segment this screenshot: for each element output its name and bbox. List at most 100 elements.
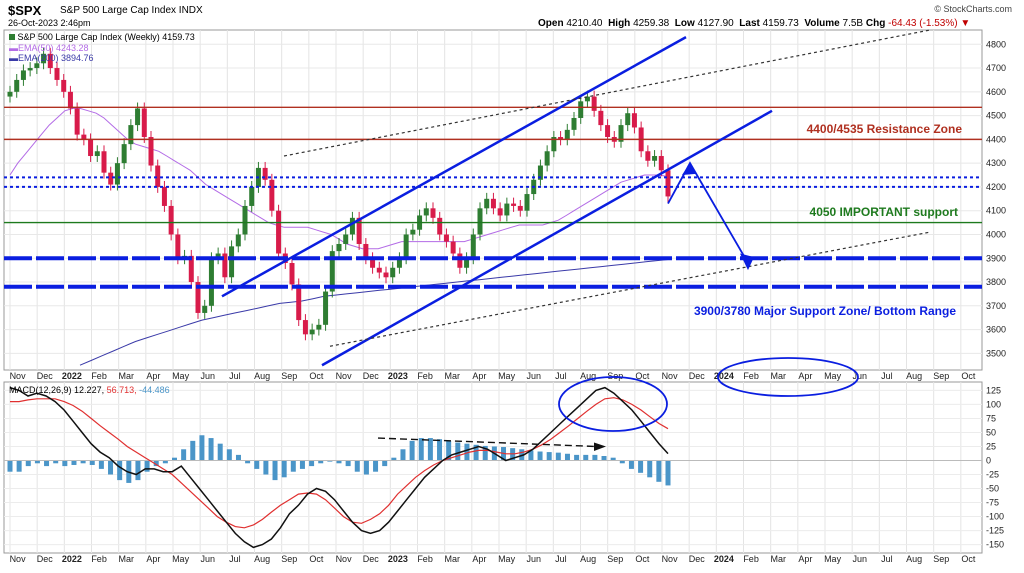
macd-histogram-bar [117,460,123,481]
x-tick-label: Dec [363,554,380,564]
macd-histogram-bar [628,460,634,469]
x-tick-label: Nov [10,554,27,564]
y-tick-label: 4700 [986,63,1006,73]
ema200-legend: ▬EMA(200) 3894.76 [9,53,94,63]
macd-histogram-bar [336,460,342,464]
y-tick-label: 4800 [986,39,1006,49]
candle-body [81,134,87,140]
x-tick-label: Jul [881,554,893,564]
y-tick-label: 3900 [986,253,1006,263]
candle-body [517,205,523,211]
macd-histogram-bar [254,460,260,469]
price-legend: S&P 500 Large Cap Index (Weekly) 4159.73 [9,32,195,42]
ema50-legend: ▬EMA(50) 4243.28 [9,43,89,53]
x-tick-label: Nov [662,554,679,564]
candle-body [121,144,127,164]
macd-y-tick-label: 75 [986,413,996,423]
candle-body [625,113,631,126]
macd-histogram-bar [62,460,68,467]
x-tick-label: Oct [635,554,650,564]
x-tick-label: Jun [852,371,867,381]
macd-y-tick-label: -25 [986,470,999,480]
x-tick-label: May [824,554,842,564]
candle-body [605,125,611,137]
candle-body [504,203,510,216]
lower-channel-line [321,109,773,367]
candle-body [47,53,53,69]
candle-body [276,210,282,254]
macd-histogram-bar [80,460,86,464]
x-tick-label: Aug [580,371,596,381]
x-tick-label: Jul [229,371,241,381]
x-tick-label: Jun [852,554,867,564]
macd-histogram-bar [473,444,479,461]
candle-body [383,272,389,278]
candle-body [578,101,584,118]
x-tick-label: Aug [906,371,922,381]
index-name: S&P 500 Large Cap Index INDX [60,5,203,16]
candle-body [215,253,221,259]
macd-histogram-bar [583,454,589,461]
candle-body [14,79,20,92]
macd-histogram-bar [108,460,114,475]
ema50-legend-text: EMA(50) 4243.28 [18,43,89,53]
candle-body [403,234,409,259]
x-tick-label: Sep [933,554,949,564]
x-tick-label: Mar [445,371,461,381]
candle-body [390,267,396,278]
x-tick-label: Sep [933,371,949,381]
macd-histogram-bar [482,445,488,461]
macd-y-tick-label: -125 [986,526,1004,536]
x-tick-label: Mar [119,371,135,381]
candle-body [141,108,147,137]
y-tick-label: 4100 [986,206,1006,216]
x-tick-label: Apr [472,554,486,564]
x-tick-label: Aug [254,371,270,381]
macd-histogram-bar [327,460,333,462]
candle-body [423,208,429,216]
x-tick-label: Dec [37,554,54,564]
macd-histogram-bar [181,449,187,461]
highlight-2024-circle [717,357,859,397]
upper-channel-line [221,36,687,298]
x-tick-label: May [498,371,516,381]
candle-body [490,198,496,209]
candle-body [430,208,436,218]
candle-body [235,234,241,247]
candle-body [74,108,80,135]
resistance-zone-label: 4400/4535 Resistance Zone [807,122,963,136]
x-tick-label: Sep [281,371,297,381]
candle-body [564,129,570,140]
macd-histogram-bar [373,460,379,472]
x-tick-label: Mar [445,554,461,564]
candle-body [524,194,530,211]
macd-y-tick-label: -150 [986,540,1004,550]
macd-histogram-bar [98,460,104,469]
x-tick-label: Aug [580,554,596,564]
candle-body [598,110,604,126]
macd-y-tick-label: 25 [986,441,996,451]
candle-body [208,258,214,306]
candle-body [511,203,517,206]
candle-body [336,243,342,252]
macd-line [9,386,669,549]
macd-histogram-bar [592,454,598,461]
macd-histogram-bar [427,438,433,461]
candle-body [571,117,577,130]
upper-dotted-trend [283,29,931,157]
candle-body [470,234,476,259]
macd-histogram-bar [437,439,443,461]
macd-histogram-bar [455,442,461,461]
x-tick-label: Nov [336,371,353,381]
macd-histogram-bar [665,460,671,486]
candle-body [457,253,463,268]
macd-histogram-bar [190,440,196,461]
macd-histogram-bar [564,453,570,461]
candle-body [363,243,369,259]
x-tick-label: Feb [743,371,759,381]
macd-histogram-bar [601,456,607,461]
candle-body [61,79,67,92]
x-tick-label: 2023 [388,371,408,381]
candle-body [343,234,349,244]
x-tick-label: Dec [363,371,380,381]
